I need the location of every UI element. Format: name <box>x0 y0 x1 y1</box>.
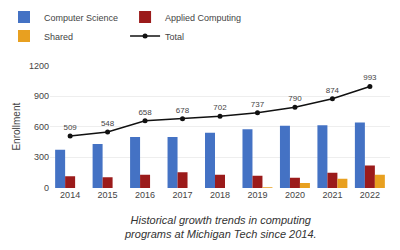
svg-text:2021: 2021 <box>322 190 342 200</box>
svg-text:678: 678 <box>176 106 190 115</box>
svg-text:900: 900 <box>34 91 49 101</box>
svg-text:Historical growth trends in co: Historical growth trends in computingpro… <box>124 214 317 240</box>
svg-text:702: 702 <box>213 103 227 112</box>
svg-text:874: 874 <box>326 86 340 95</box>
svg-text:300: 300 <box>34 152 49 162</box>
svg-text:Computer Science: Computer Science <box>44 13 118 23</box>
svg-text:2020: 2020 <box>285 190 305 200</box>
svg-text:509: 509 <box>63 123 77 132</box>
svg-text:Applied Computing: Applied Computing <box>165 13 241 23</box>
svg-text:2019: 2019 <box>247 190 267 200</box>
svg-text:2018: 2018 <box>210 190 230 200</box>
svg-text:2016: 2016 <box>135 190 155 200</box>
svg-text:Enrollment: Enrollment <box>11 103 22 151</box>
svg-text:2022: 2022 <box>360 190 380 200</box>
svg-text:993: 993 <box>363 73 377 82</box>
svg-text:0: 0 <box>44 183 49 193</box>
svg-text:737: 737 <box>251 100 265 109</box>
svg-text:2015: 2015 <box>98 190 118 200</box>
svg-text:658: 658 <box>138 108 152 117</box>
svg-text:600: 600 <box>34 122 49 132</box>
svg-text:2017: 2017 <box>173 190 193 200</box>
svg-text:790: 790 <box>288 94 302 103</box>
svg-text:1200: 1200 <box>29 60 49 70</box>
svg-text:548: 548 <box>101 119 115 128</box>
svg-text:Shared: Shared <box>44 32 73 42</box>
svg-text:2014: 2014 <box>60 190 80 200</box>
svg-text:Total: Total <box>165 32 184 42</box>
